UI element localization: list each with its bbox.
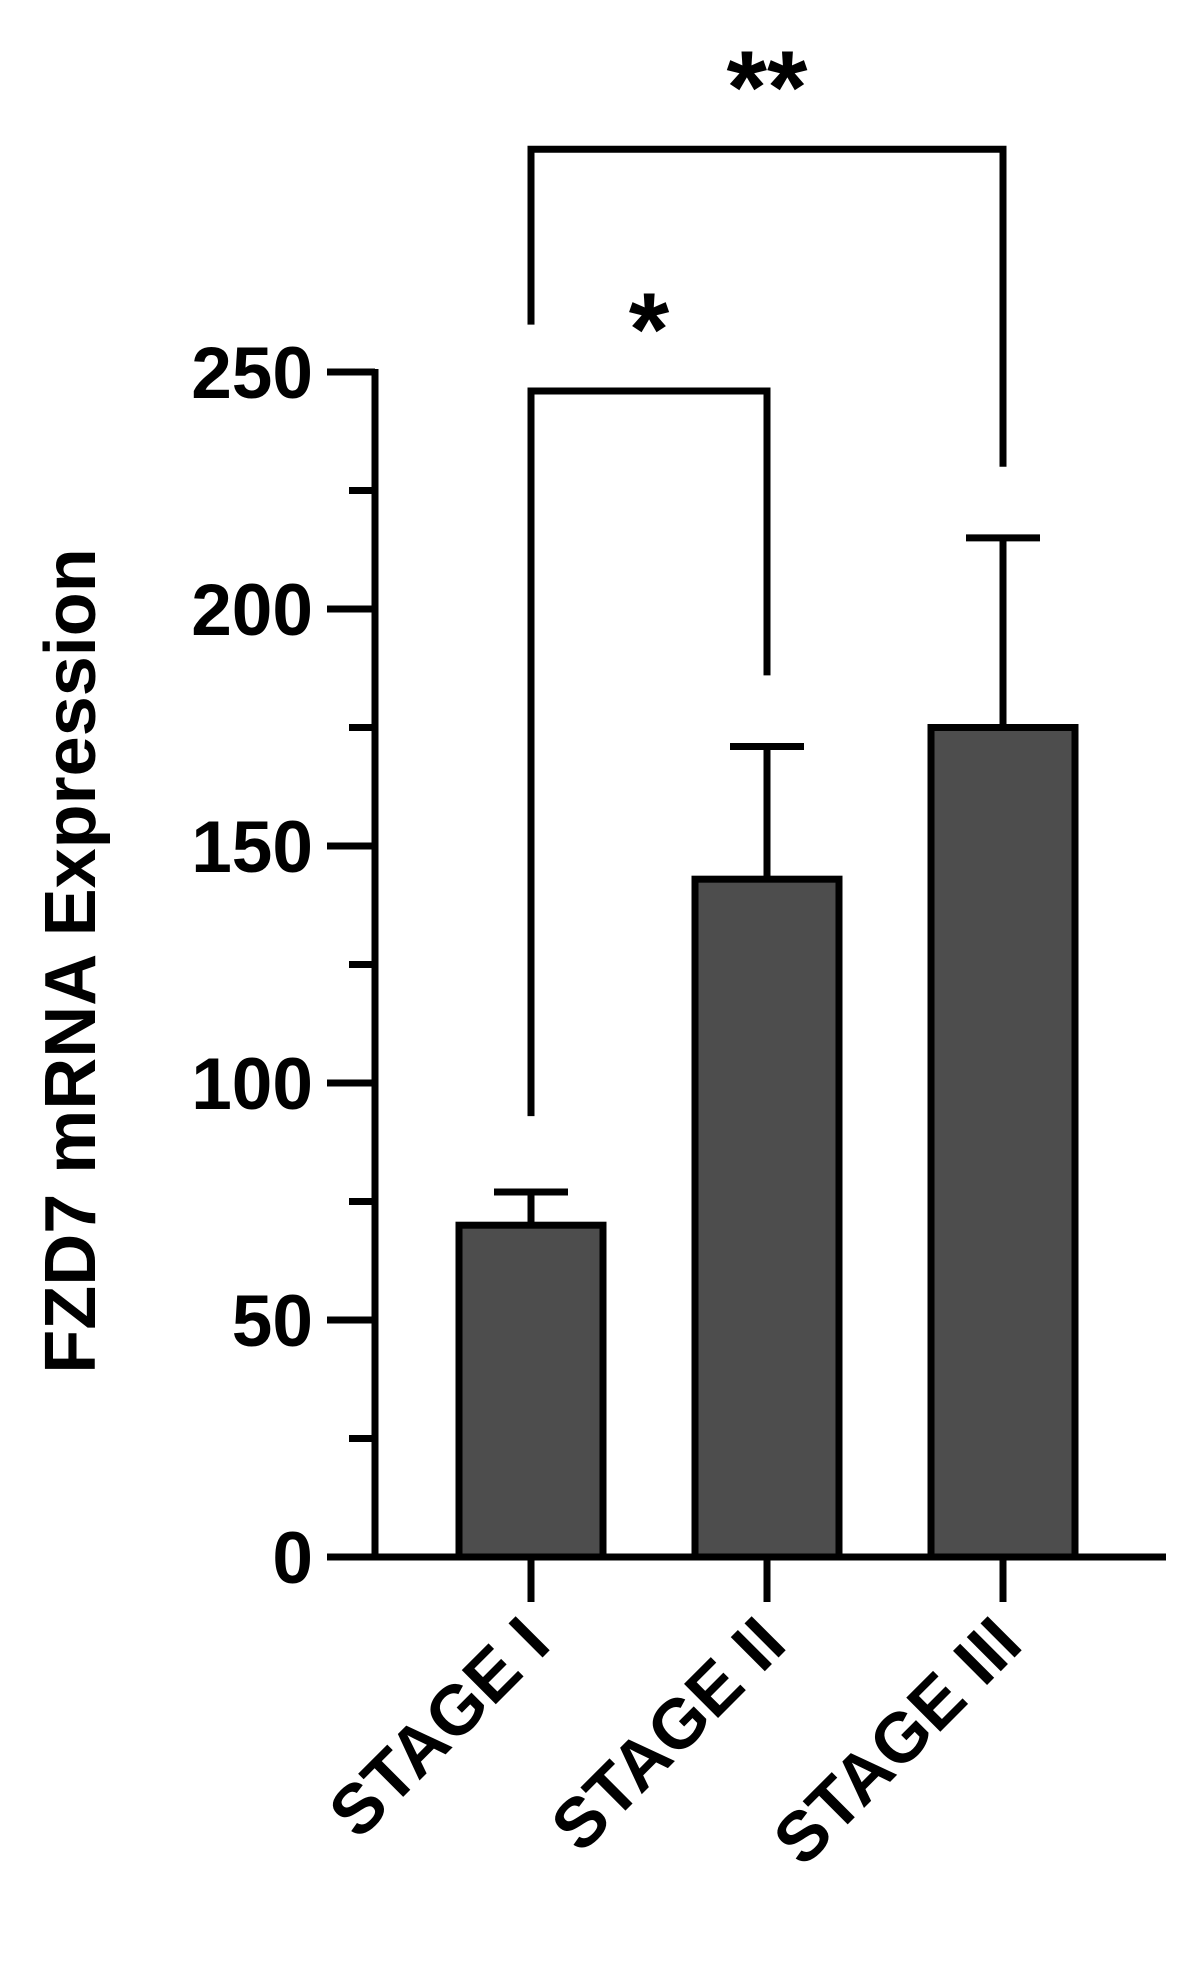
y-tick-label: 100: [191, 1044, 313, 1125]
axes: 0 50 100 150 200 250: [191, 333, 1166, 1602]
y-tick-label: 0: [272, 1518, 313, 1599]
y-tick-label: 250: [191, 333, 313, 414]
bar: [691, 875, 843, 1561]
y-tick-label: 50: [232, 1281, 313, 1362]
significance-bracket: [527, 145, 1007, 467]
y-tick-label: 150: [191, 807, 313, 888]
significance-label: *: [629, 272, 670, 388]
y-axis-label: FZD7 mRNA Expression: [31, 548, 111, 1374]
bar: [455, 1221, 607, 1561]
x-tick-label: STAGE I: [314, 1602, 563, 1851]
y-tick-label: 200: [191, 570, 313, 651]
significance-bracket: [527, 387, 771, 1117]
significance-brackets: ***: [527, 30, 1007, 1117]
error-bars: [494, 534, 1040, 1226]
significance-label: **: [727, 30, 808, 146]
bar: [927, 724, 1079, 1561]
x-tick-label: STAGE III: [759, 1602, 1036, 1879]
